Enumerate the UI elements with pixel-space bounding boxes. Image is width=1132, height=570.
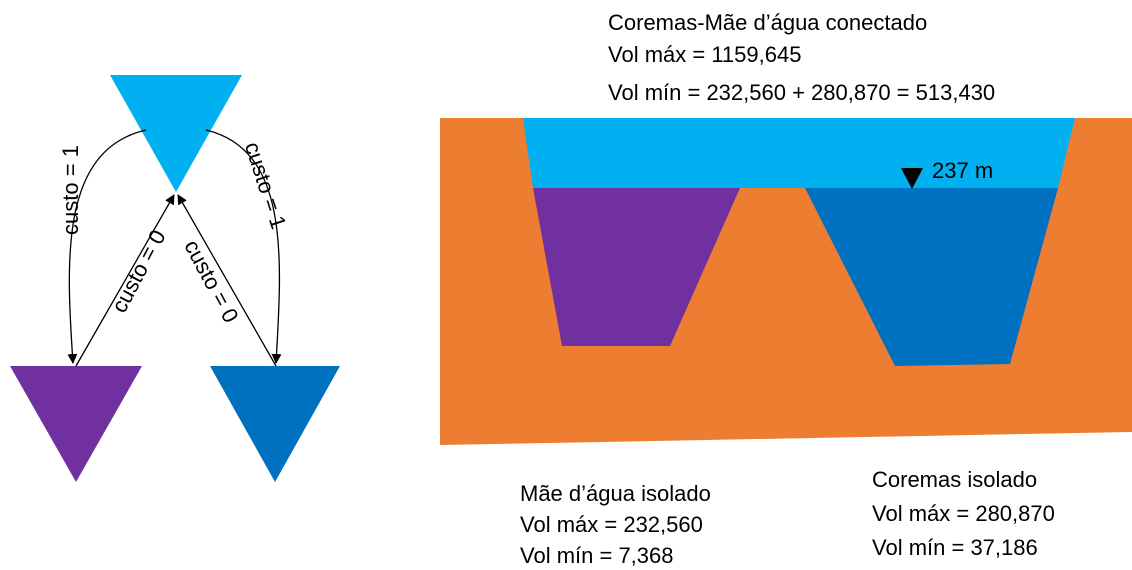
mae-dagua-vol-min: Vol mín = 7,368: [520, 543, 674, 568]
node-mae-dagua: [10, 366, 142, 482]
connected-title: Coremas-Mãe d’água conectado: [608, 10, 927, 35]
mae-dagua-vol-max: Vol máx = 232,560: [520, 512, 703, 537]
edge-label: custo = 1: [240, 139, 292, 232]
level-label: 237 m: [932, 158, 993, 183]
node-coremas: [210, 366, 340, 482]
edge: [178, 195, 276, 366]
connected-vol-min: Vol mín = 232,560 + 280,870 = 513,430: [608, 80, 995, 105]
edge-label: custo = 0: [179, 236, 243, 327]
edge-label: custo = 1: [58, 145, 83, 235]
diagram: custo = 1 custo = 0 custo = 0 custo = 1 …: [0, 0, 1132, 570]
mae-dagua-title: Mãe d’água isolado: [520, 481, 711, 506]
coremas-title: Coremas isolado: [872, 467, 1037, 492]
coremas-vol-max: Vol máx = 280,870: [872, 501, 1055, 526]
edge-label: custo = 0: [106, 226, 170, 317]
connected-vol-max: Vol máx = 1159,645: [608, 42, 801, 67]
node-connected: [110, 75, 242, 192]
coremas-vol-min: Vol mín = 37,186: [872, 535, 1038, 560]
